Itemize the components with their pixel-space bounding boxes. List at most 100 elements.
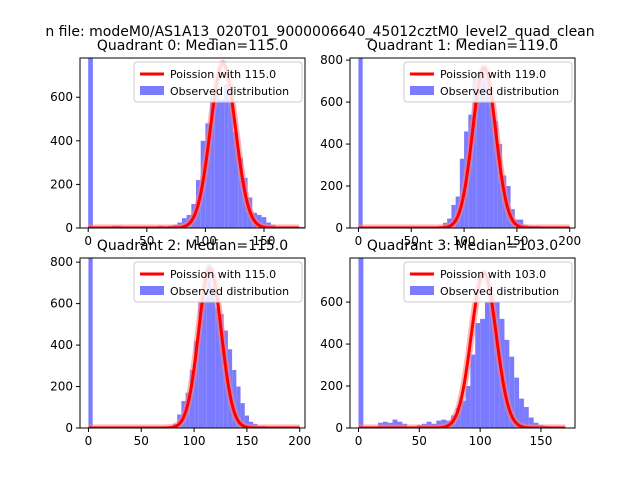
hist-bar xyxy=(202,297,207,428)
axes-frame xyxy=(349,57,576,229)
hist-bar xyxy=(261,217,267,228)
x-tick-label: 150 xyxy=(505,234,528,248)
legend-fit-label: Poission with 115.0 xyxy=(170,268,276,281)
hist-bar xyxy=(480,66,486,228)
y-tick-label: 0 xyxy=(65,221,73,235)
x-tick-label: 0 xyxy=(85,434,93,448)
y-tick-label: 800 xyxy=(320,53,343,67)
panel-title: Quadrant 0: Median=115.0 xyxy=(97,38,288,54)
y-tick-label: 200 xyxy=(320,379,343,393)
y-tick-label: 600 xyxy=(50,90,73,104)
hist-bar xyxy=(470,354,476,428)
hist-bar xyxy=(519,398,524,428)
quadrant-panel-2: 0 50 100 150 200 0 200 400 600 800 Quadrant 2: Med… xyxy=(50,238,311,448)
x-tick-label: 150 xyxy=(253,234,276,248)
hist-bar xyxy=(219,99,225,228)
x-tick-label: 100 xyxy=(453,234,476,248)
y-tick-label: 400 xyxy=(320,137,343,151)
legend: Poission with 103.0 Observed distribution xyxy=(403,261,573,303)
y-tick-label: 0 xyxy=(65,421,73,435)
x-tick-label: 50 xyxy=(139,234,154,248)
y-tick-label: 0 xyxy=(335,221,343,235)
hist-bar xyxy=(485,76,490,228)
hist-bar xyxy=(475,323,481,428)
y-tick-label: 200 xyxy=(50,380,73,394)
hist-bar xyxy=(205,123,211,228)
x-tick-label: 150 xyxy=(235,434,258,448)
legend-hist-swatch xyxy=(140,286,164,295)
quadrant-panel-3: 0 50 100 150 0 200 400 600 Quadrant 3: Median=10… xyxy=(320,238,576,448)
panel-title: Quadrant 3: Median=103.0 xyxy=(367,238,558,254)
hist-bar xyxy=(228,97,234,228)
hist-bar xyxy=(233,132,239,228)
hist-bar xyxy=(465,386,471,428)
hist-bar xyxy=(480,318,485,428)
hist-bar xyxy=(236,386,241,428)
hist-bar xyxy=(523,407,529,428)
x-tick-label: 200 xyxy=(288,434,311,448)
legend-hist-label: Observed distribution xyxy=(440,85,559,98)
legend-box xyxy=(133,261,303,303)
legend: Poission with 119.0 Observed distribution xyxy=(403,61,573,103)
legend-box xyxy=(133,61,303,103)
legend-hist-swatch xyxy=(140,86,164,95)
legend-hist-label: Observed distribution xyxy=(170,85,289,98)
hist-bar xyxy=(219,313,224,428)
y-tick-label: 400 xyxy=(320,337,343,351)
figure-suptitle: n file: modeM0/AS1A13_020T01_9000006640_… xyxy=(45,24,594,40)
hist-bar xyxy=(514,377,520,428)
hist-bar xyxy=(215,307,220,428)
legend: Poission with 115.0 Observed distribution xyxy=(133,261,303,303)
legend-hist-label: Observed distribution xyxy=(440,285,559,298)
hist-bar xyxy=(240,403,245,428)
x-tick-label: 100 xyxy=(469,434,492,448)
hist-bar xyxy=(485,302,490,428)
x-tick-label: 0 xyxy=(84,234,92,248)
axes-frame xyxy=(79,57,306,229)
y-tick-label: 600 xyxy=(320,295,343,309)
hist-bar xyxy=(88,258,93,428)
legend: Poission with 115.0 Observed distribution xyxy=(133,61,303,103)
x-tick-label: 100 xyxy=(194,234,217,248)
x-tick-label: 200 xyxy=(558,234,581,248)
panel-title: Quadrant 2: Median=115.0 xyxy=(97,238,288,254)
y-tick-label: 600 xyxy=(320,95,343,109)
legend-hist-swatch xyxy=(410,86,434,95)
x-tick-label: 0 xyxy=(355,234,363,248)
hist-bar xyxy=(88,58,93,228)
hist-bar xyxy=(198,301,203,428)
hist-bar xyxy=(214,92,220,228)
hist-bar xyxy=(238,158,243,228)
y-tick-label: 600 xyxy=(50,297,73,311)
hist-bar xyxy=(358,258,364,428)
quadrant-panel-1: 0 50 100 150 200 0 200 400 600 800 Quadrant 1: Med… xyxy=(320,38,581,248)
axes-frame xyxy=(349,257,576,429)
legend-fit-label: Poission with 115.0 xyxy=(170,68,276,81)
legend-box xyxy=(403,261,573,303)
hist-bar xyxy=(489,91,494,228)
legend-fit-label: Poission with 103.0 xyxy=(440,268,546,281)
hist-bar xyxy=(451,204,456,228)
hist-bar xyxy=(244,415,250,428)
x-tick-label: 50 xyxy=(412,434,427,448)
y-tick-label: 400 xyxy=(50,338,73,352)
hist-bar xyxy=(224,84,229,228)
poisson-fit-line xyxy=(88,266,301,428)
hist-bar xyxy=(528,417,534,428)
poisson-fit-line xyxy=(87,61,300,228)
x-tick-label: 100 xyxy=(183,434,206,448)
hist-bar xyxy=(489,293,495,428)
panel-title: Quadrant 1: Median=119.0 xyxy=(367,38,558,54)
x-tick-label: 50 xyxy=(404,234,419,248)
y-tick-label: 200 xyxy=(50,177,73,191)
x-tick-label: 50 xyxy=(134,434,149,448)
hist-bar xyxy=(392,419,398,428)
hist-bar xyxy=(460,400,466,428)
hist-bar xyxy=(210,287,216,428)
hist-bar xyxy=(206,264,211,428)
hist-bar xyxy=(358,58,363,228)
y-tick-label: 200 xyxy=(320,179,343,193)
legend-hist-swatch xyxy=(410,286,434,295)
legend-fit-label: Poission with 119.0 xyxy=(440,68,546,81)
